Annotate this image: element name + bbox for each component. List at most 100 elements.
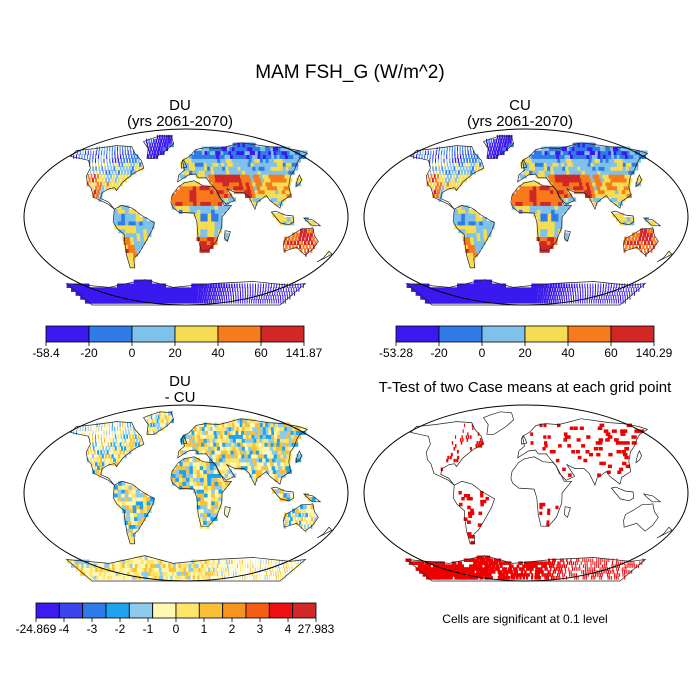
grid-cell [98, 177, 101, 183]
grid-cell [543, 240, 548, 245]
grid-cell [114, 177, 118, 183]
grid-cell [204, 217, 209, 222]
grid-cell [487, 154, 490, 159]
grid-cell [121, 228, 127, 234]
grid-cell [593, 201, 598, 206]
grid-cell [444, 166, 446, 171]
grid-cell [541, 283, 545, 288]
grid-cell [577, 158, 583, 163]
grid-cell [226, 287, 229, 292]
grid-cell [237, 295, 239, 300]
grid-cell [232, 430, 238, 435]
grid-cell [495, 564, 499, 568]
grid-cell [479, 558, 484, 562]
grid-cell [440, 162, 442, 167]
grid-cell [561, 197, 566, 202]
grid-cell [290, 240, 293, 245]
grid-cell [100, 430, 102, 435]
grid-cell [115, 461, 119, 467]
grid-cell [225, 426, 231, 431]
grid-cell [495, 138, 498, 144]
grid-cell [613, 197, 619, 202]
grid-cell [126, 434, 128, 439]
grid-cell [464, 213, 469, 218]
grid-cell [125, 442, 128, 447]
grid-cell [533, 197, 538, 202]
panel-du-title: DU (yrs 2061-2070) [80, 98, 280, 130]
grid-cell [542, 154, 547, 159]
grid-cell [575, 162, 581, 167]
grid-cell [114, 422, 116, 428]
grid-cell [216, 189, 222, 195]
grid-cell [587, 283, 589, 288]
grid-cell [140, 563, 145, 568]
grid-cell [572, 154, 578, 159]
grid-cell [220, 465, 225, 471]
grid-cell [101, 461, 105, 467]
grid-cell [137, 158, 140, 163]
grid-cell [533, 287, 537, 292]
grid-cell [239, 563, 241, 568]
grid-cell [244, 291, 246, 296]
grid-cell [271, 299, 273, 304]
grid-cell [550, 299, 553, 304]
grid-cell [283, 287, 285, 292]
grid-cell [160, 138, 162, 144]
grid-cell [461, 217, 466, 222]
coastline-madagascar [564, 230, 571, 243]
grid-cell [183, 567, 187, 572]
grid-cell [120, 434, 123, 439]
grid-cell [562, 166, 567, 171]
grid-cell [574, 561, 576, 565]
grid-cell [533, 201, 538, 206]
grid-cell [250, 177, 257, 183]
grid-cell [623, 220, 627, 226]
grid-cell [579, 287, 581, 292]
grid-cell [620, 432, 626, 436]
grid-cell [539, 193, 545, 198]
grid-cell [152, 146, 155, 152]
grid-cell [629, 291, 631, 296]
grid-cell [444, 177, 448, 183]
grid-cell [519, 174, 524, 179]
grid-cell [459, 150, 461, 155]
grid-cell [249, 563, 251, 568]
coastline-greenland [482, 135, 514, 159]
grid-cell [621, 189, 628, 195]
grid-cell [518, 295, 523, 300]
grid-cell [257, 291, 259, 296]
grid-cell [103, 158, 105, 163]
grid-cell [554, 158, 559, 163]
grid-cell [186, 473, 191, 478]
grid-cell [297, 240, 300, 245]
grid-cell [154, 559, 159, 564]
grid-cell [211, 496, 216, 502]
grid-cell [196, 508, 201, 514]
grid-cell [596, 558, 598, 562]
grid-cell [193, 563, 197, 568]
grid-cell [295, 287, 297, 292]
grid-cell [236, 426, 242, 431]
grid-cell [240, 450, 245, 455]
grid-cell [125, 205, 130, 210]
grid-cell [577, 567, 579, 571]
grid-cell [127, 240, 132, 245]
grid-cell [224, 299, 226, 304]
grid-cell [496, 299, 501, 304]
grid-cell [224, 154, 230, 159]
grid-cell [216, 442, 221, 447]
grid-cell [221, 575, 223, 580]
grid-cell [143, 232, 148, 238]
grid-cell [459, 174, 462, 179]
grid-cell [207, 426, 212, 431]
grid-cell [214, 493, 219, 498]
grid-cell [258, 295, 260, 300]
grid-cell [550, 193, 555, 198]
grid-cell [483, 228, 488, 234]
grid-cell [279, 489, 284, 494]
grid-cell [611, 299, 613, 304]
grid-cell [257, 287, 259, 292]
grid-cell [139, 217, 144, 222]
grid-cell [242, 291, 244, 296]
grid-cell [98, 461, 102, 467]
